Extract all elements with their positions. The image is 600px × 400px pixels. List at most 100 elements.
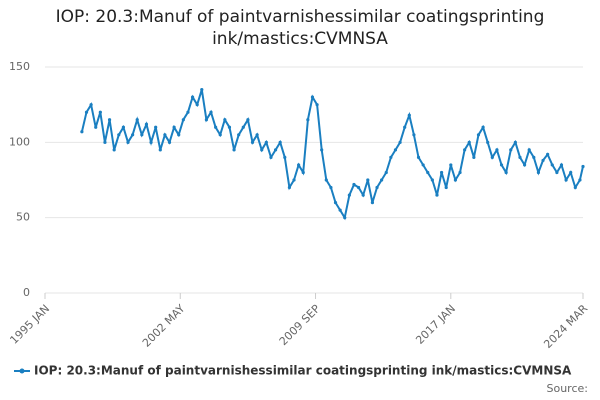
data-point <box>297 163 301 167</box>
data-point <box>389 155 393 159</box>
data-point <box>370 201 375 205</box>
data-point <box>315 103 319 107</box>
data-point <box>241 125 245 129</box>
data-point <box>472 155 476 159</box>
data-point <box>366 178 370 182</box>
data-point <box>278 140 282 144</box>
data-point <box>126 140 130 144</box>
data-point <box>112 148 116 152</box>
data-point <box>98 110 102 114</box>
data-point <box>218 133 222 137</box>
data-point <box>84 110 89 114</box>
data-point <box>504 170 508 175</box>
x-tick-label: 2009 SEP <box>277 302 323 348</box>
data-point <box>237 133 241 137</box>
data-point <box>310 95 315 99</box>
data-point <box>338 208 342 212</box>
data-point <box>287 185 292 190</box>
legend-marker <box>19 368 25 374</box>
data-point <box>569 170 573 175</box>
data-point <box>80 130 84 134</box>
data-point <box>393 148 398 152</box>
data-point <box>536 170 541 175</box>
data-point <box>186 110 190 114</box>
series-line <box>80 89 584 221</box>
data-point <box>343 216 347 220</box>
data-point <box>158 148 162 152</box>
data-point <box>232 148 236 152</box>
data-point <box>347 193 351 197</box>
data-point <box>581 164 585 169</box>
data-point <box>430 178 434 182</box>
data-point <box>412 133 416 137</box>
data-point <box>518 155 522 159</box>
x-tick-label: 2017 JAN <box>413 302 458 347</box>
data-point <box>154 125 158 129</box>
source: Source: <box>547 382 589 395</box>
data-point <box>356 185 361 190</box>
data-point <box>329 185 333 190</box>
x-tick-label: 2002 MAY <box>140 302 188 350</box>
data-point <box>269 155 273 159</box>
data-point <box>435 193 439 197</box>
data-point <box>467 140 471 144</box>
data-point <box>117 133 121 137</box>
data-point <box>352 182 356 187</box>
data-point <box>578 178 582 182</box>
data-point <box>375 185 379 190</box>
data-point <box>439 170 444 175</box>
y-tick-label: 50 <box>16 211 30 224</box>
data-point <box>121 125 125 129</box>
data-point <box>223 118 227 122</box>
y-tick-label: 100 <box>9 135 30 148</box>
data-point <box>476 133 481 137</box>
data-point <box>306 118 310 122</box>
data-point <box>495 148 499 152</box>
data-point <box>555 170 559 175</box>
data-point <box>403 125 407 129</box>
data-point <box>532 155 536 159</box>
data-point <box>463 148 467 152</box>
y-tick-label: 150 <box>9 60 30 73</box>
data-point <box>89 103 93 107</box>
data-point <box>444 185 448 190</box>
data-point <box>103 140 107 144</box>
data-point <box>246 118 250 122</box>
data-point <box>421 163 425 167</box>
data-point <box>140 133 144 137</box>
data-point <box>541 158 545 163</box>
data-point <box>513 140 517 144</box>
data-point <box>144 122 149 126</box>
data-point <box>131 133 135 137</box>
data-point <box>481 125 485 129</box>
data-point <box>200 88 204 92</box>
data-point <box>546 152 550 156</box>
x-tick-label: 1995 JAN <box>7 302 52 347</box>
data-point <box>426 170 430 175</box>
data-point <box>573 185 577 190</box>
data-point <box>559 163 564 167</box>
chart-title: IOP: 20.3:Manuf of paintvarnishessimilar… <box>55 7 545 49</box>
data-point <box>320 148 324 152</box>
data-point <box>204 118 208 122</box>
data-point <box>509 148 513 152</box>
data-point <box>407 113 411 117</box>
data-point <box>214 125 218 129</box>
data-point <box>107 118 112 122</box>
data-point <box>301 170 305 175</box>
data-point <box>486 140 490 144</box>
data-point <box>453 178 458 182</box>
data-point <box>163 133 167 137</box>
data-point <box>227 125 232 129</box>
data-point <box>260 148 264 152</box>
data-point <box>380 178 384 182</box>
y-tick-label: 0 <box>23 286 30 299</box>
data-point <box>94 125 98 129</box>
data-point <box>149 140 153 144</box>
data-point <box>490 155 494 159</box>
data-point <box>333 201 338 205</box>
data-point <box>177 133 181 137</box>
data-point <box>135 118 139 122</box>
